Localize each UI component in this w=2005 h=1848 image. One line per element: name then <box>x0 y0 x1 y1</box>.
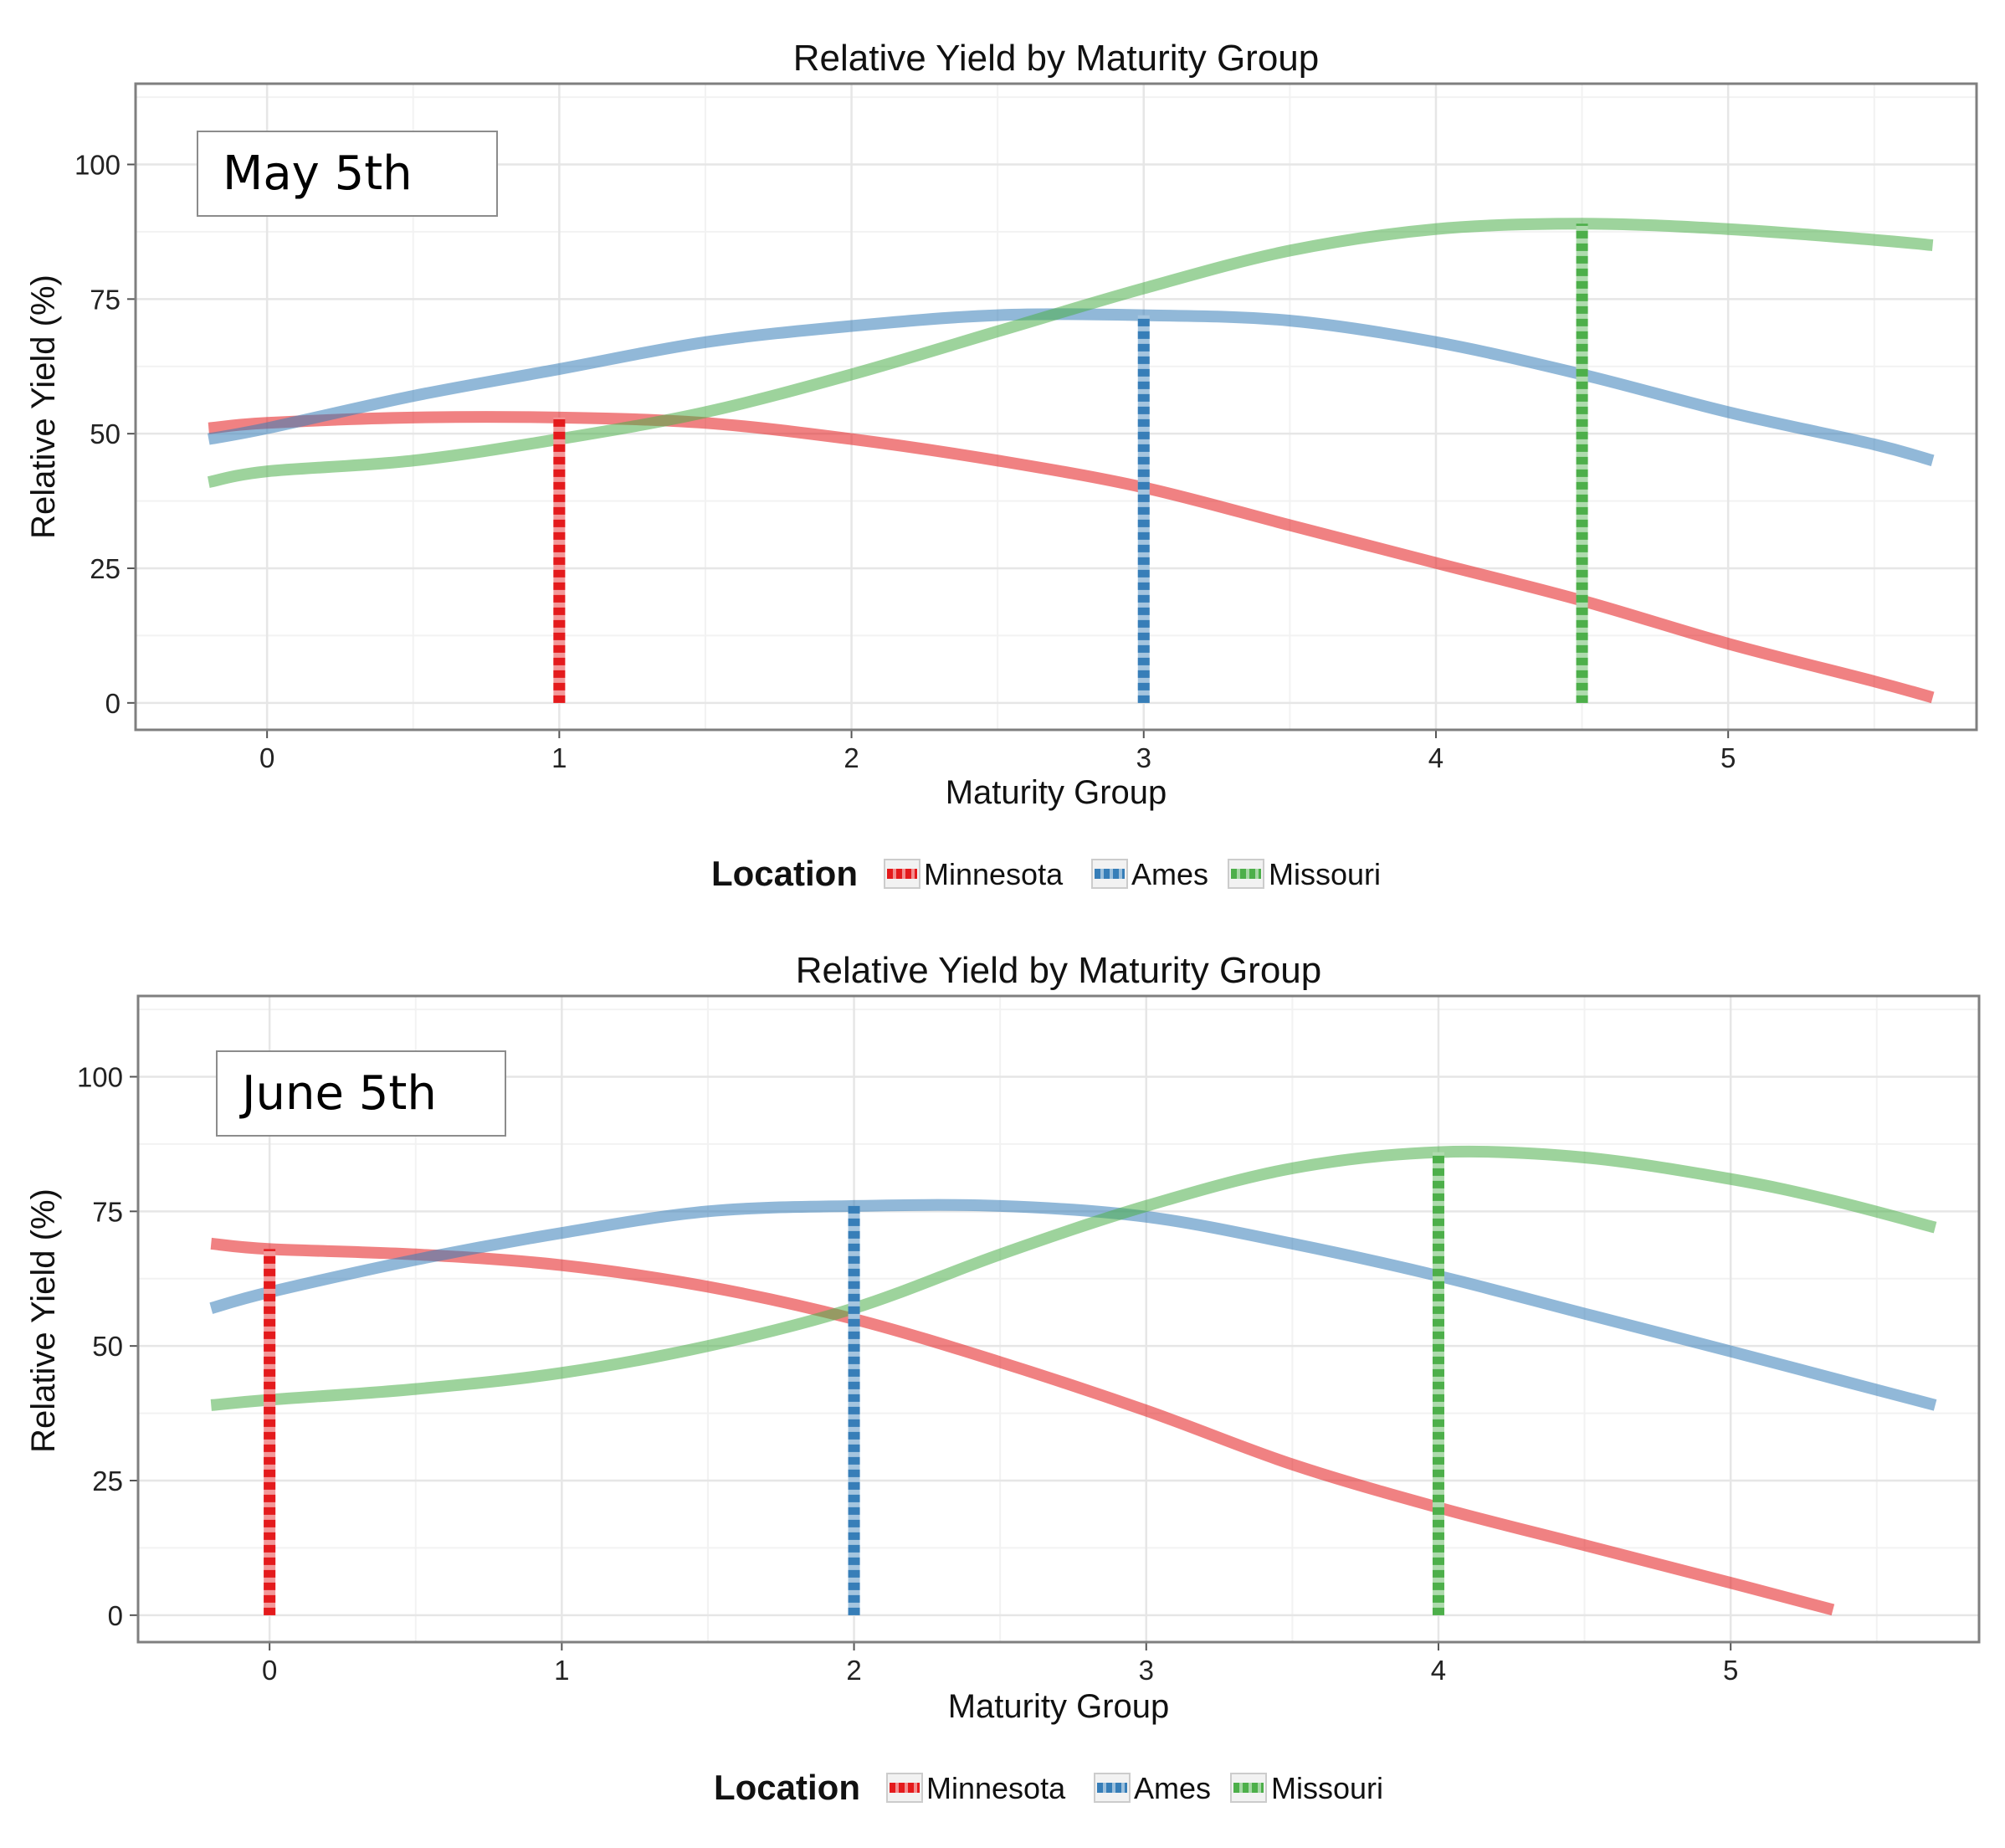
x-tick-label: 3 <box>1139 1655 1154 1686</box>
date-annotation-box <box>197 131 498 217</box>
y-tick-label: 100 <box>74 150 121 181</box>
x-tick-label: 2 <box>846 1655 861 1686</box>
grid-lines <box>136 84 1977 730</box>
x-axis-title: Maturity Group <box>946 774 1167 811</box>
x-tick-label: 4 <box>1431 1655 1446 1686</box>
y-axis-title: Relative Yield (%) <box>25 1188 62 1453</box>
x-tick-label: 5 <box>1723 1655 1738 1686</box>
grid-lines <box>138 996 1979 1642</box>
chart-title: Relative Yield by Maturity Group <box>793 38 1320 79</box>
x-tick-label: 0 <box>259 742 274 773</box>
x-tick-label: 4 <box>1428 742 1443 773</box>
x-tick-label: 1 <box>551 742 567 773</box>
chart-title: Relative Yield by Maturity Group <box>796 950 1322 991</box>
legend-title: Location <box>711 854 858 893</box>
legend: Location Minnesota Ames Missouri <box>711 854 1381 893</box>
plot-border <box>134 82 1978 732</box>
x-tick-label: 5 <box>1720 742 1736 773</box>
series-line-minnesota <box>208 411 1935 704</box>
y-tick-label: 25 <box>92 1466 123 1496</box>
plot-border <box>136 994 1981 1644</box>
x-tick-label: 2 <box>844 742 859 773</box>
y-tick-label: 75 <box>90 284 121 315</box>
legend-label-ames: Ames <box>1131 857 1208 891</box>
y-tick-label: 0 <box>105 688 121 719</box>
y-tick-label: 50 <box>92 1331 123 1362</box>
chart-panel-may: Relative Yield by Maturity Group 0 1 2 3 4 5 0 2… <box>0 0 2005 914</box>
y-tick-label: 25 <box>90 553 121 584</box>
series-line-ames <box>209 1199 1937 1411</box>
chart-panel-june: Relative Yield by Maturity Group 0 1 2 3 4 5 0 2… <box>0 914 2005 1828</box>
x-axis-title: Maturity Group <box>948 1688 1170 1725</box>
series-line-missouri <box>210 1145 1937 1411</box>
x-tick-label: 1 <box>554 1655 569 1686</box>
x-tick-label: 3 <box>1136 742 1151 773</box>
y-axis-title: Relative Yield (%) <box>25 275 62 539</box>
legend-label-ames: Ames <box>1134 1771 1211 1805</box>
date-annotation: June 5th <box>239 1066 437 1121</box>
legend-label-missouri: Missouri <box>1271 1771 1383 1805</box>
series-line-missouri <box>207 218 1934 488</box>
legend-label-missouri: Missouri <box>1269 857 1381 891</box>
legend: Location Minnesota Ames Missouri <box>714 1768 1383 1807</box>
y-tick-label: 75 <box>92 1196 123 1227</box>
date-annotation: May 5th <box>223 146 413 201</box>
legend-title: Location <box>714 1768 860 1807</box>
y-tick-label: 50 <box>90 418 121 449</box>
y-tick-label: 0 <box>108 1600 123 1631</box>
y-tick-label: 100 <box>77 1062 123 1093</box>
legend-label-minnesota: Minnesota <box>926 1771 1066 1805</box>
date-annotation-box <box>216 1050 506 1137</box>
legend-label-minnesota: Minnesota <box>924 857 1064 891</box>
x-tick-label: 0 <box>262 1655 277 1686</box>
